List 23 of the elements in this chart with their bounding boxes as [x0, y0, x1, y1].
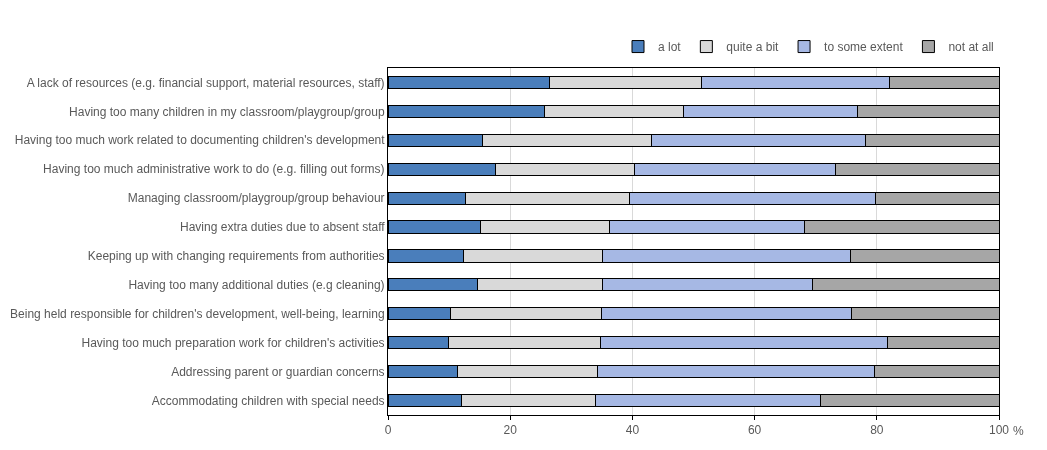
y-tick-label: Accommodating children with special needs — [151, 393, 385, 408]
x-axis-title: % — [1013, 424, 1024, 438]
y-tick-label: Having extra duties due to absent staff — [180, 220, 386, 235]
legend-label: not at all — [948, 40, 994, 55]
x-tick-label: 60 — [747, 423, 762, 438]
y-tick-label: Having too much work related to documenting children's development — [14, 133, 386, 148]
x-tick-label: 0 — [384, 423, 392, 438]
y-tick-label: Keeping up with changing requirements from authorities — [87, 249, 385, 264]
y-tick-label: Having too much preparation work for children's activities — [81, 335, 385, 350]
y-tick-label: Having too many children in my classroom/playgroup/group — [69, 104, 385, 119]
legend-label: quite a bit — [726, 40, 780, 55]
legend-label: to some extent — [824, 40, 904, 55]
x-tick-label: 80 — [870, 423, 884, 438]
y-tick-label: Addressing parent or guardian concerns — [171, 364, 385, 379]
x-tick-label: 100 — [988, 423, 1010, 438]
y-tick-label: Being held responsible for children's development, well-being, learning — [10, 306, 385, 321]
y-tick-label: Having too many additional duties (e.g cleaning) — [128, 278, 385, 293]
x-tick-label: 40 — [625, 423, 640, 438]
y-tick-label: A lack of resources (e.g. financial support, material resources, staff) — [26, 75, 385, 90]
legend-label: a lot — [658, 40, 682, 55]
y-tick-label: Having too much administrative work to do (e.g. filling out forms) — [43, 162, 385, 177]
x-tick-label: 20 — [503, 423, 518, 438]
y-tick-label: Managing classroom/playgroup/group behaviour — [127, 191, 385, 206]
